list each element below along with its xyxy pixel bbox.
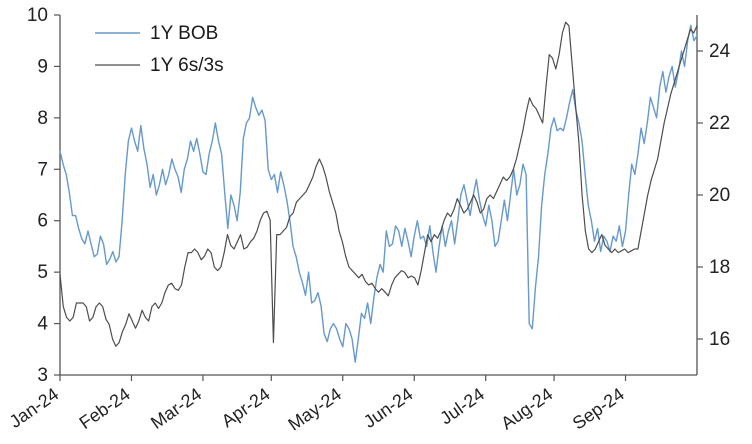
chart-legend: 1Y BOB 1Y 6s/3s <box>95 23 224 76</box>
left-tick-label-8: 8 <box>37 108 48 129</box>
left-tick-label-4: 4 <box>37 314 48 335</box>
right-tick-label-20: 20 <box>709 185 730 206</box>
xtick-label-Feb-24: Feb-24 <box>76 384 134 433</box>
xtick-label-Jun-24: Jun-24 <box>360 384 417 432</box>
left-tick-label-5: 5 <box>37 262 48 283</box>
left-tick-label-7: 7 <box>37 159 48 180</box>
xtick-label-Mar-24: Mar-24 <box>147 384 205 433</box>
xtick-label-May-24: May-24 <box>284 384 345 435</box>
right-tick-label-24: 24 <box>709 41 731 62</box>
ticks-group: 3 4 5 6 7 8 9 10 16 18 20 22 24 Jan-24 Feb-24 Mar-24 Apr… <box>6 5 731 435</box>
xtick-label-Jul-24: Jul-24 <box>436 384 488 429</box>
right-tick-label-18: 18 <box>709 257 730 278</box>
xtick-label-Sep-24: Sep-24 <box>569 384 628 434</box>
xtick-label-Aug-24: Aug-24 <box>497 384 556 434</box>
right-tick-label-16: 16 <box>709 329 730 350</box>
legend-label-1y-bob: 1Y BOB <box>150 23 218 44</box>
left-tick-label-3: 3 <box>37 365 48 386</box>
left-tick-label-10: 10 <box>27 5 48 26</box>
chart-container: 3 4 5 6 7 8 9 10 16 18 20 22 24 Jan-24 Feb-24 Mar-24 Apr… <box>0 0 752 444</box>
left-tick-label-6: 6 <box>37 211 48 232</box>
legend-label-1y-6s3s: 1Y 6s/3s <box>150 55 224 76</box>
right-tick-label-22: 22 <box>709 113 730 134</box>
xtick-label-Jan-24: Jan-24 <box>6 384 63 432</box>
xtick-label-Apr-24: Apr-24 <box>218 384 274 431</box>
line-chart-svg: 3 4 5 6 7 8 9 10 16 18 20 22 24 Jan-24 Feb-24 Mar-24 Apr… <box>0 0 752 444</box>
left-tick-label-9: 9 <box>37 56 48 77</box>
